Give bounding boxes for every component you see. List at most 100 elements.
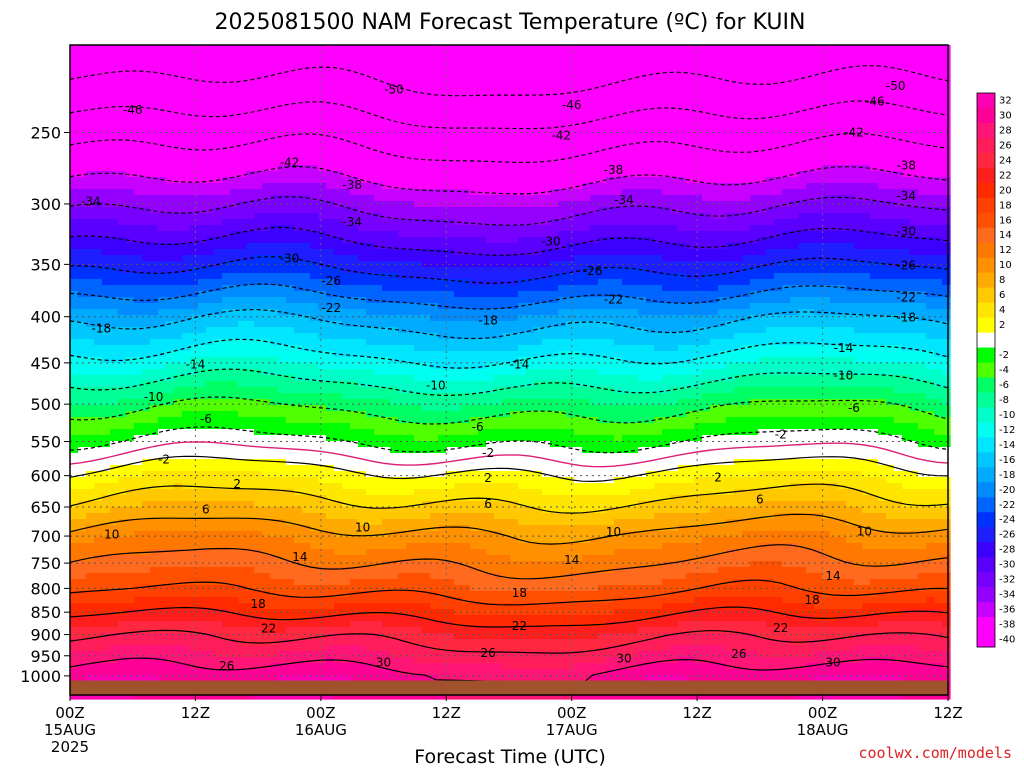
heat-cell	[902, 177, 911, 184]
heat-cell	[358, 99, 367, 106]
heat-cell	[934, 249, 943, 256]
heat-cell	[830, 159, 839, 166]
heat-cell	[630, 57, 639, 64]
heat-cell	[862, 117, 871, 124]
heat-cell	[150, 225, 159, 232]
heat-cell	[278, 237, 287, 244]
heat-cell	[542, 237, 551, 244]
heat-cell	[302, 249, 311, 256]
heat-cell	[214, 231, 223, 238]
heat-cell	[566, 171, 575, 178]
heat-cell	[942, 243, 951, 250]
heat-cell	[806, 207, 815, 214]
heat-cell	[374, 195, 383, 202]
heat-cell	[510, 147, 519, 154]
heat-cell	[534, 81, 543, 88]
heat-cell	[758, 69, 767, 76]
heat-cell	[766, 153, 775, 160]
heat-cell	[70, 219, 79, 226]
heat-cell	[550, 273, 559, 280]
heat-cell	[230, 129, 239, 136]
heat-cell	[526, 141, 535, 148]
heat-cell	[350, 315, 359, 322]
heat-cell	[382, 117, 391, 124]
heat-cell	[734, 171, 743, 178]
heat-cell	[438, 189, 447, 196]
heat-cell	[190, 213, 199, 220]
heat-cell	[102, 153, 111, 160]
heat-cell	[790, 57, 799, 64]
heat-cell	[350, 273, 359, 280]
heat-cell	[470, 297, 479, 304]
heat-cell	[254, 105, 263, 112]
heat-cell	[222, 135, 231, 142]
heat-cell	[702, 87, 711, 94]
heat-cell	[78, 69, 87, 76]
heat-cell	[790, 141, 799, 148]
heat-cell	[374, 117, 383, 124]
heat-cell	[142, 99, 151, 106]
heat-cell	[286, 267, 295, 274]
heat-cell	[614, 123, 623, 130]
heat-cell	[182, 99, 191, 106]
heat-cell	[406, 93, 415, 100]
heat-cell	[502, 279, 511, 286]
heat-cell	[798, 297, 807, 304]
heat-cell	[294, 177, 303, 184]
heat-cell	[78, 213, 87, 220]
heat-cell	[502, 81, 511, 88]
heat-cell	[646, 135, 655, 142]
heat-cell	[286, 183, 295, 190]
heat-cell	[254, 255, 263, 262]
heat-cell	[838, 45, 847, 52]
heat-cell	[670, 291, 679, 298]
heat-cell	[294, 189, 303, 196]
heat-cell	[510, 153, 519, 160]
heat-cell	[694, 93, 703, 100]
heat-cell	[110, 309, 119, 316]
heat-cell	[934, 135, 943, 142]
heat-cell	[230, 165, 239, 172]
heat-cell	[110, 171, 119, 178]
heat-cell	[934, 147, 943, 154]
heat-cell	[358, 123, 367, 130]
heat-cell	[830, 51, 839, 58]
heat-cell	[582, 123, 591, 130]
heat-cell	[222, 183, 231, 190]
heat-cell	[302, 183, 311, 190]
heat-cell	[822, 51, 831, 58]
chart-title: 2025081500 NAM Forecast Temperature (ºC)…	[215, 10, 806, 35]
heat-cell	[790, 285, 799, 292]
heat-cell	[686, 177, 695, 184]
heat-cell	[534, 111, 543, 118]
heat-cell	[662, 207, 671, 214]
heat-cell	[158, 255, 167, 262]
heat-cell	[502, 51, 511, 58]
heat-cell	[294, 231, 303, 238]
heat-cell	[462, 225, 471, 232]
heat-cell	[390, 177, 399, 184]
heat-cell	[550, 87, 559, 94]
heat-cell	[166, 315, 175, 322]
heat-cell	[502, 255, 511, 262]
heat-cell	[718, 249, 727, 256]
heat-cell	[894, 147, 903, 154]
heat-cell	[758, 237, 767, 244]
heat-cell	[862, 87, 871, 94]
heat-cell	[78, 279, 87, 286]
heat-cell	[822, 153, 831, 160]
heat-cell	[174, 105, 183, 112]
heat-cell	[390, 279, 399, 286]
heat-cell	[886, 153, 895, 160]
heat-cell	[894, 63, 903, 70]
heat-cell	[150, 63, 159, 70]
heat-cell	[350, 225, 359, 232]
heat-cell	[374, 123, 383, 130]
heat-cell	[710, 183, 719, 190]
heat-cell	[102, 57, 111, 64]
heat-cell	[638, 45, 647, 52]
heat-cell	[590, 153, 599, 160]
heat-cell	[934, 93, 943, 100]
heat-cell	[862, 63, 871, 70]
heat-cell	[302, 267, 311, 274]
